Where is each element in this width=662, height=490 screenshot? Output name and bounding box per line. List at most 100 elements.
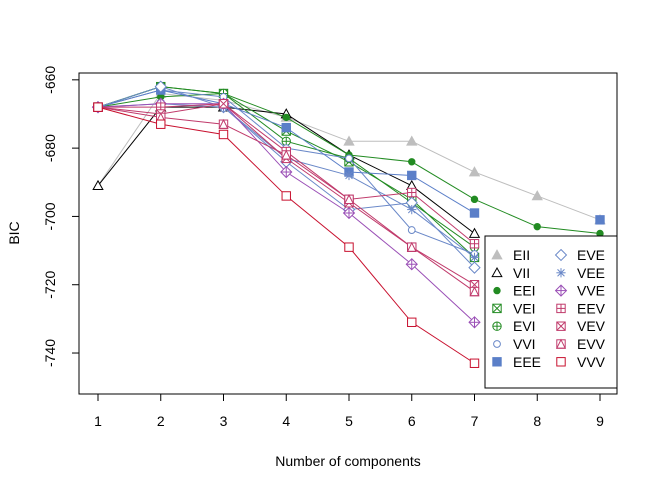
x-tick-label: 5 (345, 413, 353, 429)
point-eei (282, 113, 290, 122)
legend-item-vii: VII (491, 265, 530, 281)
legend-item-vvi: VVI (493, 336, 536, 352)
point-eii (531, 190, 543, 201)
x-tick-label: 8 (533, 413, 541, 429)
legend-marker-vvi (493, 340, 501, 348)
point-vev-stroke (218, 99, 229, 109)
point-vee-stroke (470, 253, 479, 262)
point-eve (468, 261, 481, 274)
legend-label-vvv: VVV (577, 354, 606, 370)
series-vvv (93, 102, 480, 368)
point-vee-stroke (407, 205, 416, 214)
legend-marker-eii (491, 249, 503, 260)
point-evv (281, 149, 292, 160)
legend-label-vev: VEV (577, 318, 606, 334)
legend-label-vve: VVE (577, 283, 605, 299)
point-eii-triangle (468, 166, 481, 177)
point-vve (280, 165, 293, 179)
point-vvv-square (156, 119, 166, 129)
legend-label-eev: EEV (577, 300, 606, 316)
point-vvi-circle (345, 154, 353, 163)
legend-item-eve: EVE (554, 247, 605, 263)
x-tick-label: 2 (157, 413, 165, 429)
legend-label-eei: EEI (513, 283, 536, 299)
point-eee-square (281, 122, 291, 133)
legend-label-eve: EVE (577, 247, 605, 263)
legend-marker-eve-diamond (554, 248, 568, 262)
point-eev (407, 187, 417, 198)
point-vvv-square (469, 358, 480, 368)
point-eei-circle (282, 113, 290, 122)
point-eee-square (469, 208, 480, 218)
x-tick-label: 7 (471, 413, 479, 429)
legend-label-vvi: VVI (513, 336, 536, 352)
point-evv-square (469, 286, 480, 297)
point-eii (406, 135, 418, 146)
legend-item-vev: VEV (556, 318, 606, 334)
x-axis-title: Number of components (275, 453, 421, 469)
point-vii-triangle (468, 227, 481, 238)
point-vvi-circle (407, 226, 416, 234)
y-tick-label: -720 (42, 271, 58, 299)
legend-item-eei: EEI (493, 283, 536, 299)
point-eii (468, 166, 481, 177)
point-vii (92, 179, 104, 191)
legend-marker-vvv (556, 357, 566, 367)
point-evv (343, 194, 355, 205)
legend-marker-vve (554, 284, 568, 297)
x-tick-label: 9 (596, 413, 604, 429)
point-evv (218, 118, 229, 129)
point-eev (469, 239, 480, 249)
point-vee (469, 252, 480, 263)
point-evv-inner-triangle (281, 149, 292, 160)
point-eee-square (595, 215, 605, 225)
legend-marker-vei-stroke (492, 303, 502, 313)
legend-marker-vei (492, 303, 502, 314)
y-axis-title: BIC (6, 221, 22, 244)
point-eii-triangle (343, 135, 355, 146)
point-eve-diamond (154, 80, 167, 93)
legend-marker-eee-square (492, 357, 502, 367)
point-vvi (407, 226, 416, 234)
legend-label-vee: VEE (577, 265, 605, 281)
point-vvv-square (407, 317, 417, 327)
point-eei-circle (470, 195, 479, 204)
point-vve (468, 316, 481, 329)
point-vvv (218, 129, 229, 140)
point-evv-square (344, 194, 354, 205)
point-eei (408, 158, 416, 166)
point-eii (343, 135, 355, 146)
y-tick-label: -680 (42, 134, 58, 162)
legend-item-eee: EEE (492, 354, 541, 370)
legend-marker-evv-square (556, 339, 566, 349)
point-vve (342, 206, 356, 220)
point-eee (281, 122, 291, 133)
legend-marker-evv-inner-triangle (555, 338, 567, 349)
legend-label-eee: EEE (513, 354, 541, 370)
point-eii-triangle (531, 190, 543, 201)
legend-item-eii: EII (491, 247, 530, 263)
point-vve (405, 258, 418, 271)
point-vvv (156, 119, 166, 129)
point-evv-inner-triangle (406, 241, 417, 252)
point-eei-circle (533, 222, 541, 231)
point-vvv-square (218, 129, 229, 140)
series-layer (91, 80, 606, 368)
legend-marker-evv (555, 338, 567, 349)
legend-marker-vev-stroke (556, 321, 566, 331)
point-eii-triangle (406, 135, 418, 146)
legend-item-vee: VEE (556, 265, 605, 281)
point-vii (468, 227, 481, 238)
point-evv-inner-triangle (469, 286, 480, 297)
legend-marker-vvv-square (556, 357, 566, 367)
x-tick-label: 3 (220, 413, 228, 429)
point-evv-square (281, 150, 291, 160)
legend-label-evi: EVI (513, 318, 536, 334)
x-tick-label: 4 (282, 413, 290, 429)
legend-item-vvv: VVV (556, 354, 606, 370)
legend-marker-vev (556, 321, 566, 331)
point-eei (470, 195, 479, 204)
point-evv-inner-triangle (343, 194, 355, 205)
